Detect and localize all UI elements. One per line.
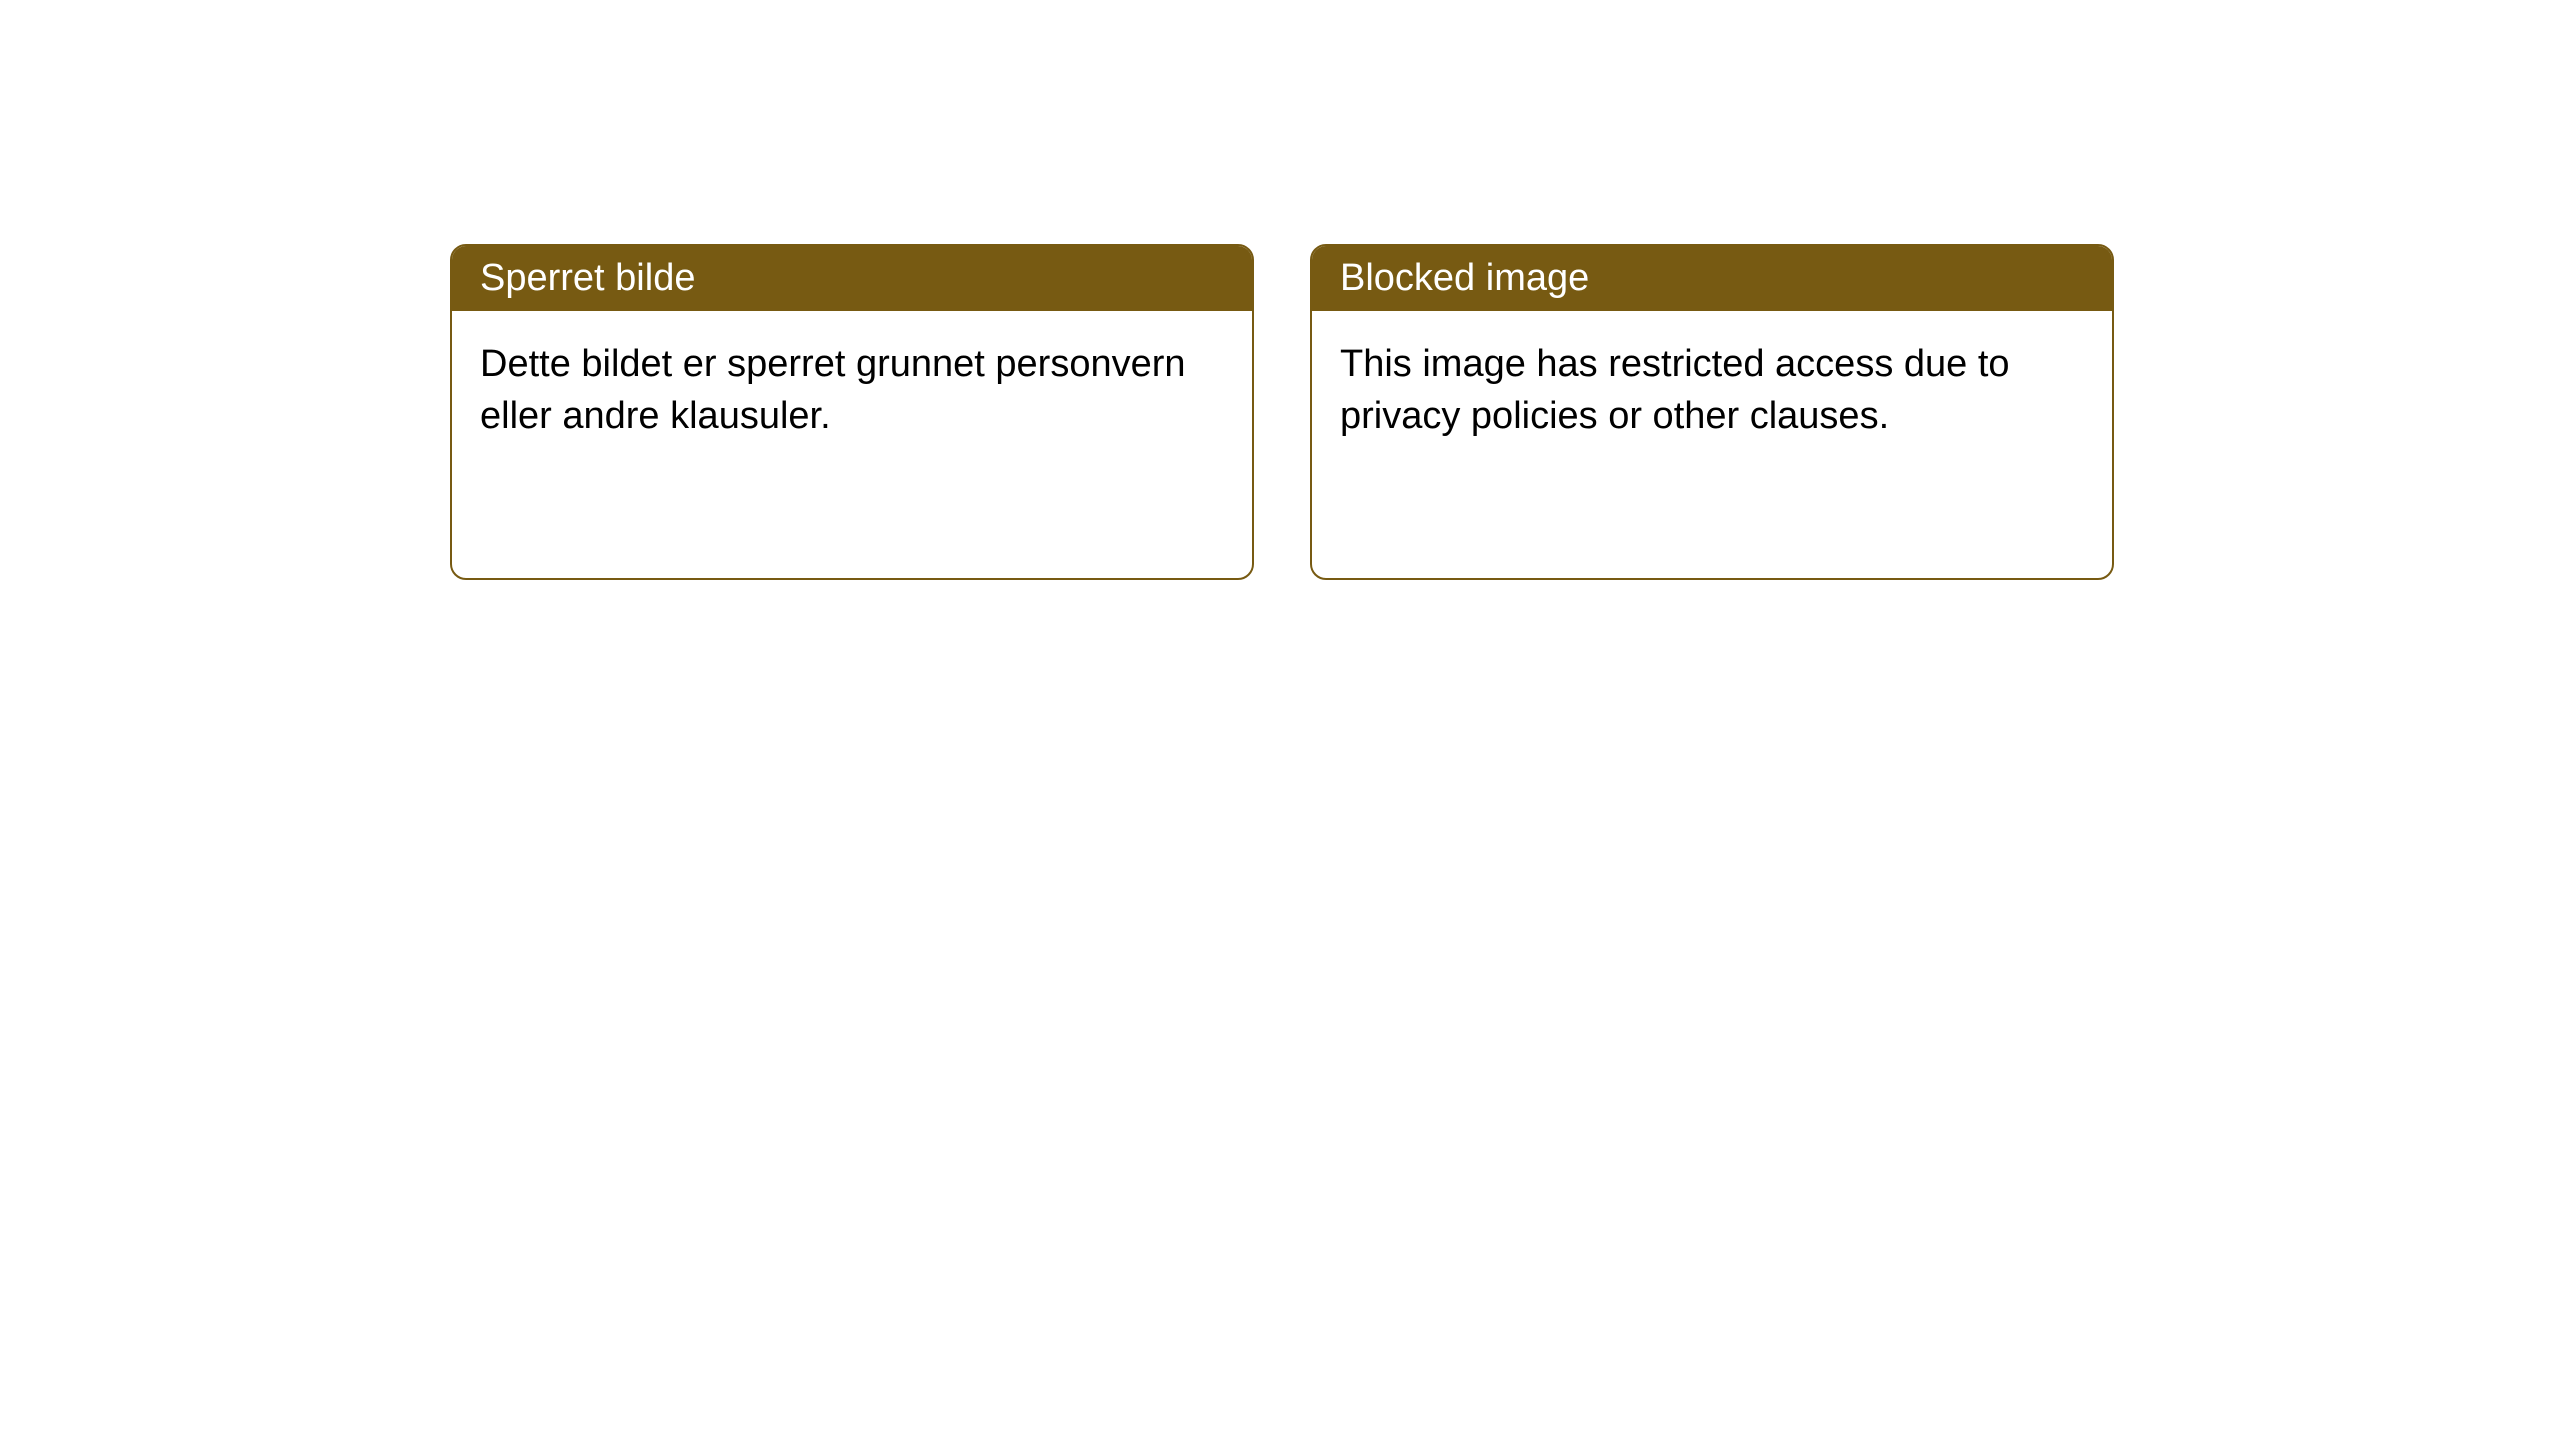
notice-card-english: Blocked image This image has restricted … xyxy=(1310,244,2114,580)
notice-title: Sperret bilde xyxy=(452,246,1252,311)
notice-body: Dette bildet er sperret grunnet personve… xyxy=(452,311,1252,470)
notice-title: Blocked image xyxy=(1312,246,2112,311)
notice-body: This image has restricted access due to … xyxy=(1312,311,2112,470)
notice-card-norwegian: Sperret bilde Dette bildet er sperret gr… xyxy=(450,244,1254,580)
notice-container: Sperret bilde Dette bildet er sperret gr… xyxy=(0,0,2560,580)
